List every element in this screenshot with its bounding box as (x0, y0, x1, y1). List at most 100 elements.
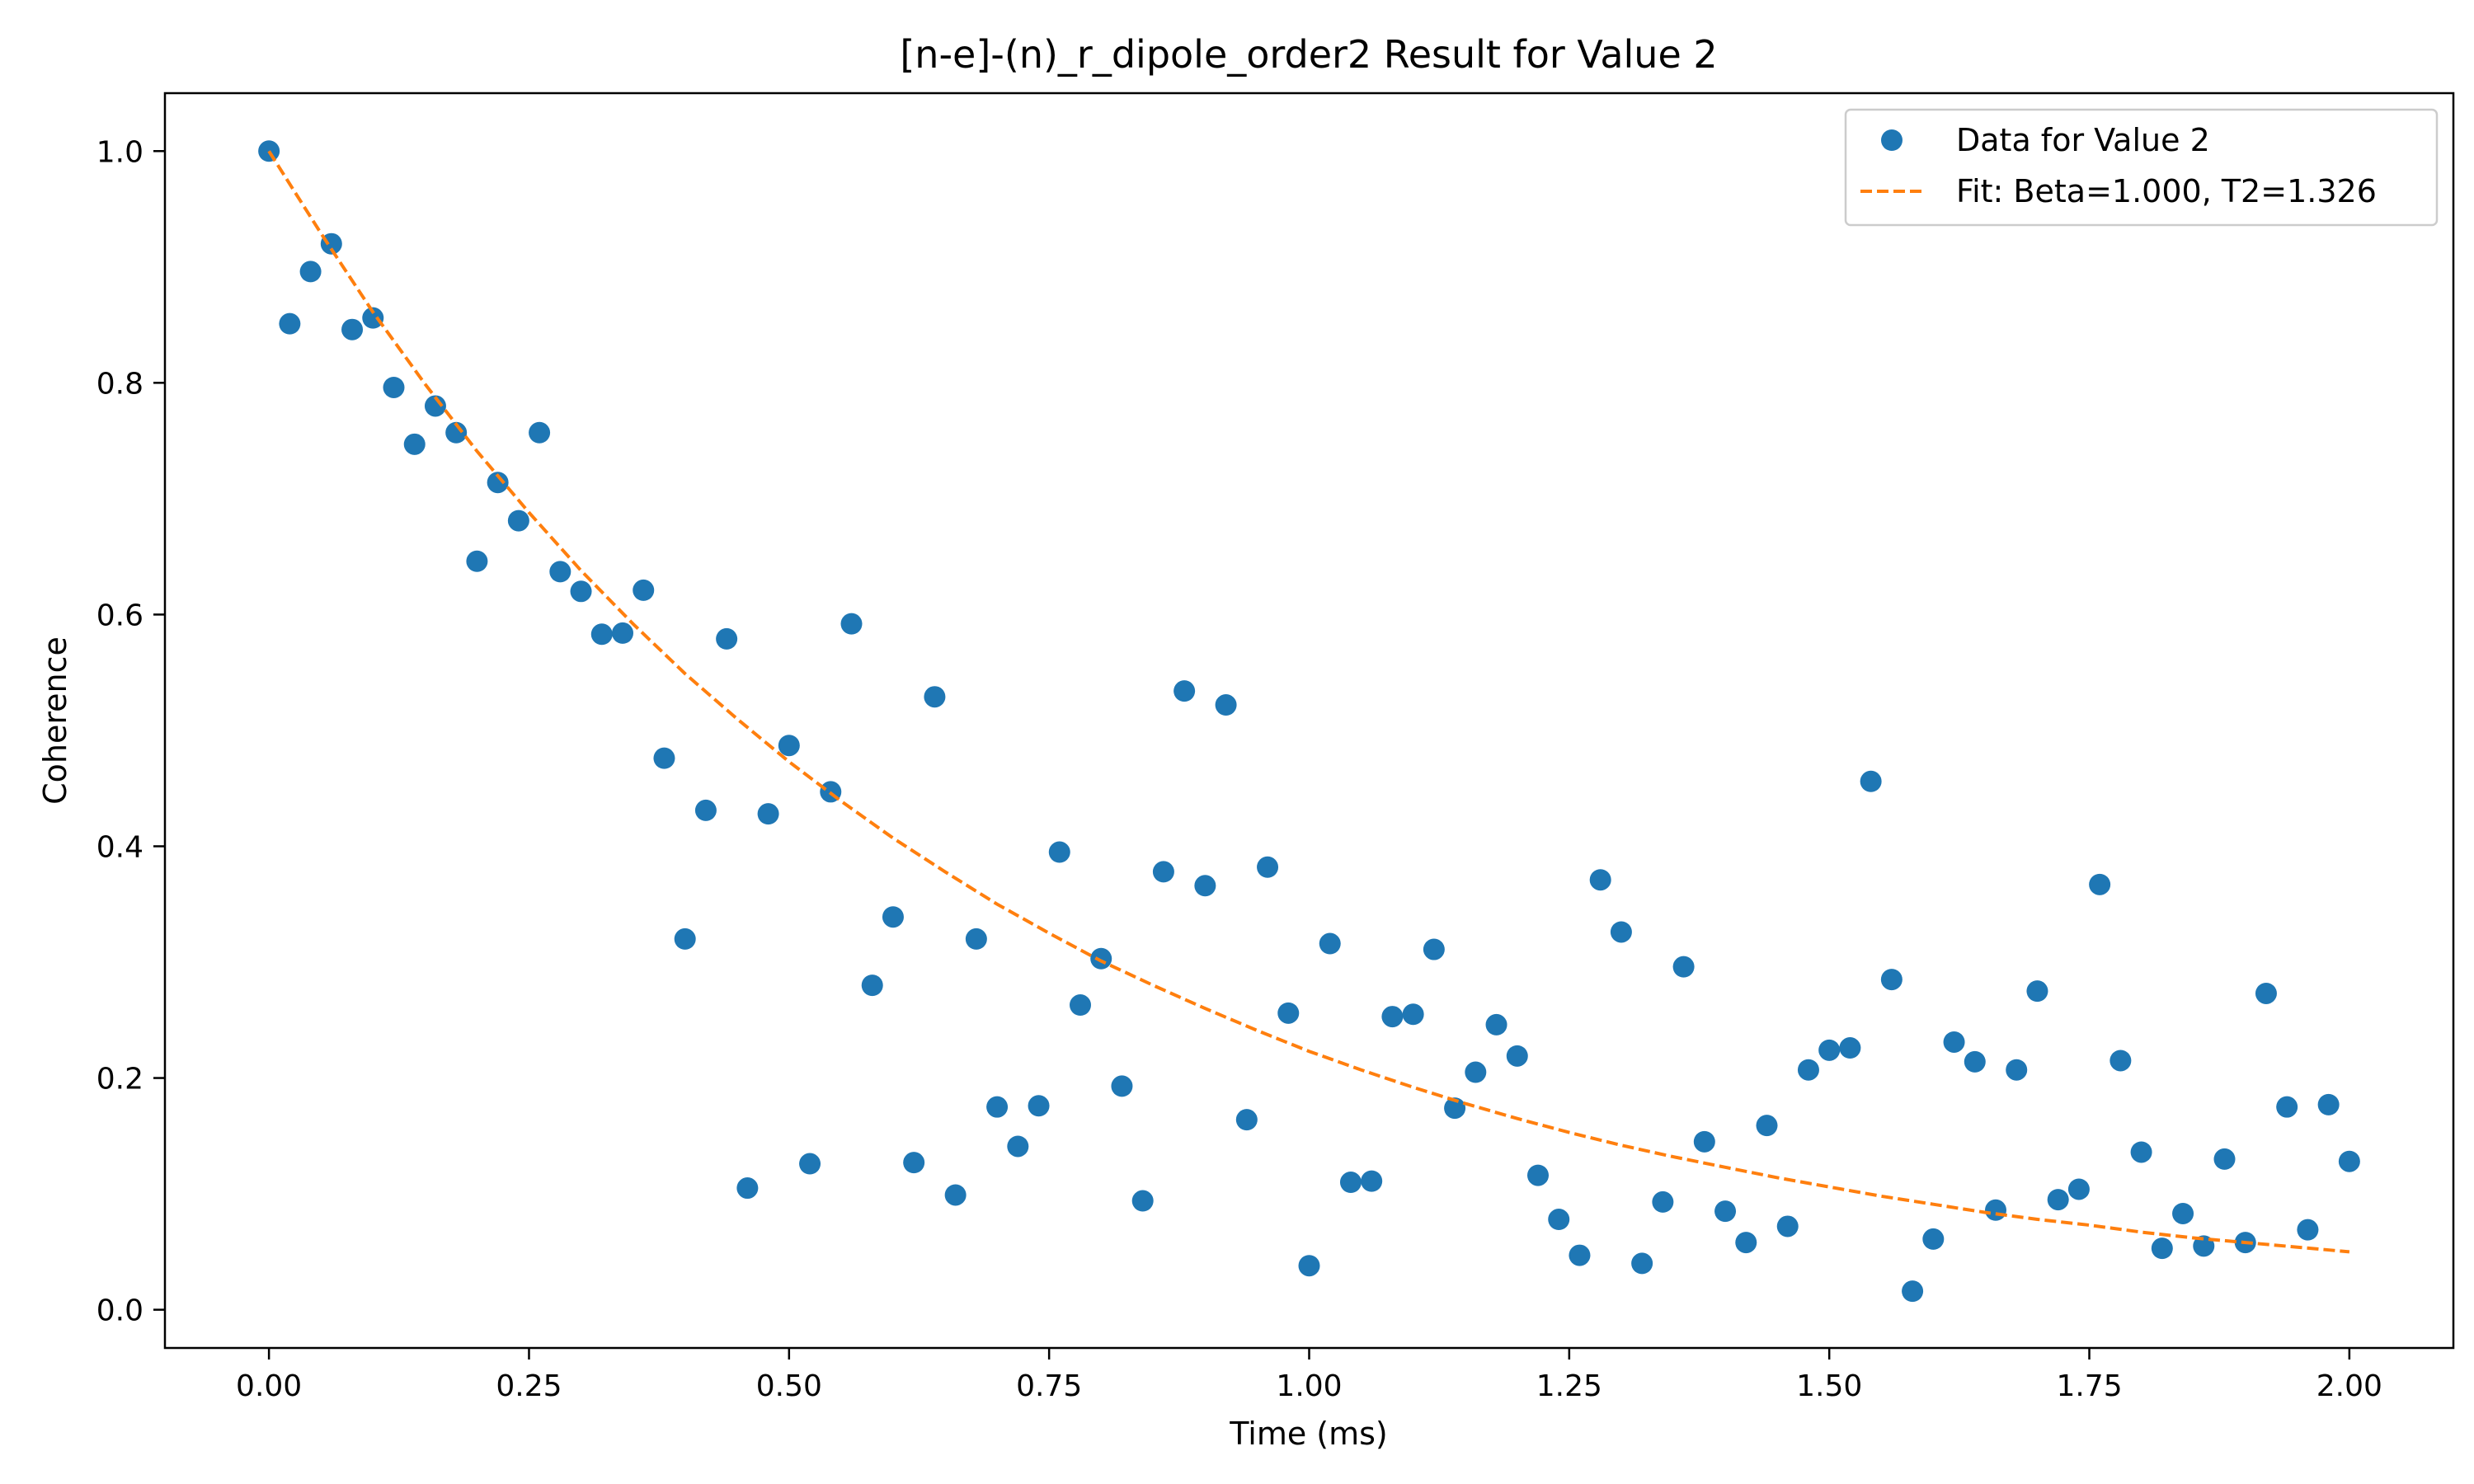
data-point (299, 261, 322, 283)
data-point (1672, 956, 1695, 978)
x-axis-label: Time (ms) (1229, 1416, 1388, 1452)
legend-marker-data (1881, 129, 1903, 151)
data-point (1007, 1135, 1029, 1158)
data-point (1506, 1045, 1528, 1067)
data-point (2109, 1050, 2132, 1072)
data-point (507, 510, 529, 532)
data-point (924, 686, 946, 708)
y-tick-label: 0.8 (96, 367, 143, 401)
y-axis-label: Coherence (37, 636, 73, 805)
x-axis: 0.00 0.25 0.50 0.75 1.00 1.25 1.50 1.75 2.00 (236, 1348, 2382, 1403)
data-point (1693, 1130, 1715, 1153)
data-point (694, 799, 717, 821)
data-point (487, 472, 509, 494)
y-tick-label: 0.2 (96, 1063, 143, 1097)
data-point (1631, 1252, 1653, 1275)
data-point (1028, 1095, 1050, 1117)
data-point (1902, 1280, 1924, 1303)
data-point (1277, 1002, 1300, 1024)
data-point (2047, 1189, 2069, 1211)
data-point (1174, 680, 1196, 702)
data-point (1776, 1215, 1799, 1237)
data-point (258, 140, 280, 162)
data-point (529, 421, 551, 444)
data-point (1569, 1244, 1591, 1266)
y-tick-label: 0.4 (96, 830, 143, 864)
data-point (341, 318, 364, 340)
data-point (1444, 1097, 1466, 1120)
data-point (1714, 1200, 1737, 1223)
fit-line (267, 150, 2350, 1254)
data-point (1735, 1232, 1757, 1254)
data-point (424, 395, 446, 417)
data-point (570, 580, 592, 603)
data-point (1465, 1061, 1487, 1083)
data-point (778, 735, 800, 757)
legend-frame (1844, 108, 2439, 227)
data-point (1610, 921, 1632, 943)
data-point (1548, 1209, 1570, 1231)
data-point (1756, 1115, 1778, 1137)
data-point (1652, 1190, 1674, 1213)
data-point (1194, 875, 1216, 897)
data-point (1070, 994, 1091, 1017)
data-point (2276, 1096, 2298, 1118)
data-point (1922, 1228, 1945, 1250)
data-point (1235, 1109, 1258, 1131)
x-tick-label: 1.00 (1276, 1369, 1342, 1403)
data-point (590, 623, 613, 646)
data-point (2006, 1059, 2028, 1081)
data-point (2089, 873, 2111, 895)
data-point (1298, 1255, 1320, 1277)
y-tick-label: 0.0 (96, 1294, 143, 1328)
x-tick-label: 0.50 (756, 1369, 822, 1403)
data-point (2297, 1219, 2319, 1241)
plot-area (258, 140, 2360, 1303)
data-point (653, 747, 675, 769)
data-point (1152, 861, 1174, 883)
data-point (1402, 1003, 1424, 1026)
y-tick-label: 0.6 (96, 599, 143, 632)
data-point (799, 1153, 821, 1175)
x-tick-label: 1.25 (1536, 1369, 1602, 1403)
data-point (716, 627, 738, 650)
data-point (674, 928, 696, 950)
data-point (612, 622, 633, 644)
data-point (2130, 1141, 2152, 1163)
data-point (279, 312, 301, 335)
data-point (362, 307, 384, 329)
x-tick-label: 1.75 (2056, 1369, 2122, 1403)
data-point (965, 928, 987, 950)
data-point (2151, 1237, 2173, 1260)
data-point (445, 421, 468, 444)
data-point (1860, 770, 1882, 792)
data-point (1818, 1039, 1841, 1061)
data-point (882, 906, 904, 928)
data-point (1527, 1164, 1549, 1186)
x-tick-label: 2.00 (2316, 1369, 2382, 1403)
data-point (736, 1177, 759, 1200)
data-point (1797, 1059, 1819, 1081)
data-point (1964, 1050, 1986, 1073)
data-point (633, 579, 655, 601)
data-point (944, 1184, 967, 1206)
legend-label-fit: Fit: Beta=1.000, T2=1.326 (1956, 173, 2377, 209)
x-tick-label: 0.25 (496, 1369, 562, 1403)
data-point (1048, 841, 1070, 863)
x-tick-label: 1.50 (1796, 1369, 1862, 1403)
data-point (903, 1152, 925, 1174)
data-point (840, 613, 863, 635)
data-point (2317, 1093, 2340, 1115)
x-tick-label: 0.00 (236, 1369, 302, 1403)
data-point (986, 1096, 1009, 1118)
data-point (1361, 1170, 1383, 1192)
data-point (1131, 1190, 1154, 1212)
data-point (383, 376, 405, 398)
data-point (2172, 1202, 2194, 1224)
y-axis: 0.0 0.2 0.4 0.6 0.8 1.0 (96, 135, 165, 1328)
data-point (403, 433, 426, 455)
data-point (757, 803, 779, 825)
chart-title: [n-e]-(n)_r_dipole_order2 Result for Val… (900, 32, 1717, 77)
